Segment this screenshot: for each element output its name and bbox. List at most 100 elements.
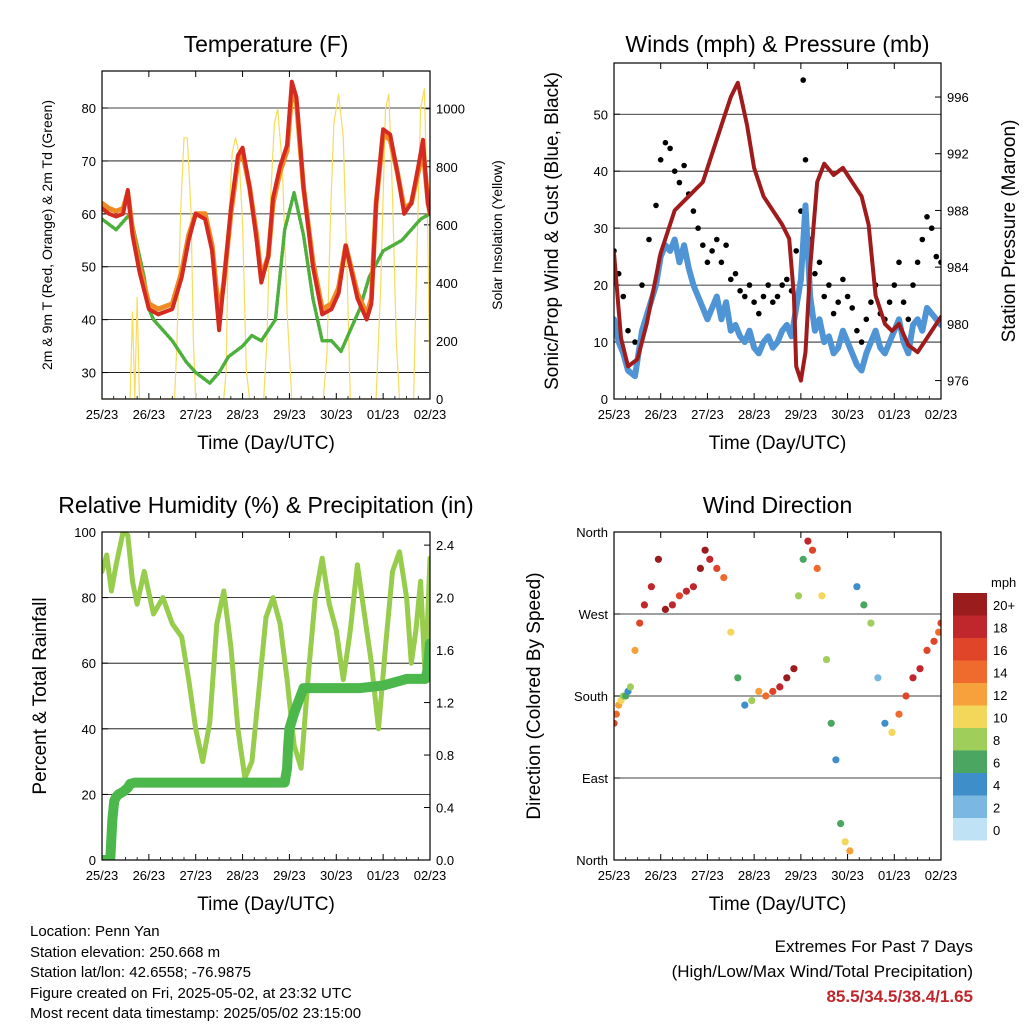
wind-speed-point — [765, 333, 771, 339]
wind-speed-point — [784, 322, 790, 328]
wind-speed-point — [816, 316, 823, 322]
gust-point — [835, 299, 841, 306]
wind-speed-point — [686, 265, 692, 271]
wind-speed-point — [788, 333, 795, 339]
temp-ytick-right-label: 600 — [436, 218, 458, 233]
rh-ytick-right-label: 1.6 — [436, 643, 454, 658]
wind-ytick-right-label: 988 — [947, 203, 969, 218]
direction-point — [818, 592, 826, 600]
wind-speed-point — [681, 242, 687, 248]
direction-point — [614, 719, 618, 727]
direction-point — [713, 564, 721, 573]
speed-legend-label: 0 — [993, 823, 1000, 838]
gust-point — [742, 293, 748, 300]
dir-xtick-label: 01/23 — [878, 868, 911, 883]
direction-point — [720, 574, 728, 582]
gust-point — [905, 316, 912, 323]
temp-xlabel: Time (Day/UTC) — [197, 433, 335, 454]
dir-ylabel: Direction (Colored By Speed) — [524, 572, 545, 819]
dir-ytick-label: North — [576, 525, 608, 540]
speed-legend-label: 20+ — [993, 598, 1015, 613]
rh-title: Relative Humidity (%) & Precipitation (i… — [58, 492, 473, 518]
gust-point — [900, 299, 907, 306]
wind-ytick-right-label: 976 — [947, 374, 969, 389]
direction-point — [916, 665, 924, 673]
direction-point — [741, 701, 749, 709]
dir-title: Wind Direction — [703, 492, 853, 518]
rh-data — [102, 532, 430, 860]
wind-speed-point — [728, 328, 734, 334]
solar-insolation-line — [102, 87, 430, 399]
wind-xlabel: Time (Day/UTC) — [709, 433, 847, 454]
gust-point — [830, 310, 837, 317]
direction-point — [790, 665, 798, 673]
temp-ytick-label: 30 — [82, 366, 96, 381]
direction-point — [832, 756, 840, 764]
dir-xlabel: Time (Day/UTC) — [709, 894, 847, 915]
wind-speed-point — [826, 333, 832, 339]
gust-point — [774, 293, 781, 300]
wind-speed-point — [672, 236, 678, 243]
rh-ylabel: Percent & Total Rainfall — [30, 597, 51, 794]
direction-point — [937, 619, 941, 627]
speed-legend-swatch — [953, 615, 987, 638]
wind-ytick-label: 20 — [594, 278, 608, 293]
direction-point — [776, 683, 784, 691]
gust-point — [760, 293, 767, 300]
gust-point — [868, 299, 874, 306]
wind-speed-point — [854, 362, 860, 368]
direction-point — [636, 619, 644, 627]
rh-xtick-label: 29/23 — [273, 868, 306, 883]
dir-xtick-label: 02/23 — [925, 868, 958, 883]
direction-point — [846, 847, 854, 855]
wind-speed-point — [802, 202, 809, 208]
wind-speed-point — [924, 305, 930, 311]
rh-ytick-right-label: 2.4 — [436, 538, 454, 553]
wind-speed-point — [632, 373, 638, 379]
temp-plot-border — [101, 70, 431, 400]
wind-speed-point — [718, 316, 725, 322]
direction-point — [841, 838, 849, 846]
temp-title: Temperature (F) — [184, 31, 349, 57]
wind-speed-point — [709, 305, 715, 311]
temp-ytick-label: 50 — [82, 260, 96, 275]
direction-point — [631, 646, 639, 655]
wind-xtick-label: 01/23 — [878, 407, 911, 422]
wind-ylabel: Sonic/Prop Wind & Gust (Blue, Black) — [542, 72, 563, 390]
gust-point — [676, 179, 683, 186]
gust-point — [746, 282, 753, 288]
direction-point — [813, 564, 821, 573]
dir-xtick-label: 25/23 — [598, 868, 631, 883]
rh-xtick-label: 28/23 — [226, 868, 259, 883]
temp-ytick-right-label: 1000 — [436, 102, 465, 117]
wind-ytick-right-label: 984 — [947, 260, 969, 275]
wind-speed-point — [868, 339, 874, 345]
direction-point — [614, 710, 620, 718]
gust-point — [910, 282, 916, 288]
speed-legend-label: 18 — [993, 621, 1007, 636]
temp-xtick-label: 30/23 — [320, 407, 353, 422]
wind-speed-point — [742, 339, 748, 345]
speed-legend-label: 12 — [993, 688, 1007, 703]
gust-point — [844, 293, 851, 300]
wind-speed-point — [704, 316, 711, 322]
wind-speed-point — [714, 293, 720, 300]
wind-xtick-label: 30/23 — [831, 407, 864, 422]
wind-speed-point — [929, 311, 935, 317]
wind-speed-point — [737, 333, 743, 339]
rh-ytick-right-label: 2.0 — [436, 591, 454, 606]
wind-ytick-label: 0 — [601, 392, 608, 407]
rh-xtick-label: 26/23 — [133, 868, 166, 883]
temp-ytick-label: 40 — [82, 313, 96, 328]
direction-point — [689, 583, 698, 591]
extremes-box: Extremes For Past 7 Days (High/Low/Max W… — [672, 934, 973, 1009]
direction-point — [661, 605, 670, 614]
gust-point — [690, 208, 697, 214]
speed-legend-swatch — [953, 705, 987, 728]
wind-speed-point — [849, 350, 855, 356]
gust-point — [800, 77, 806, 83]
speed-legend-swatch — [953, 683, 987, 706]
wind-ylabel-right: Station Pressure (Maroon) — [999, 120, 1020, 343]
gust-point — [784, 276, 790, 283]
